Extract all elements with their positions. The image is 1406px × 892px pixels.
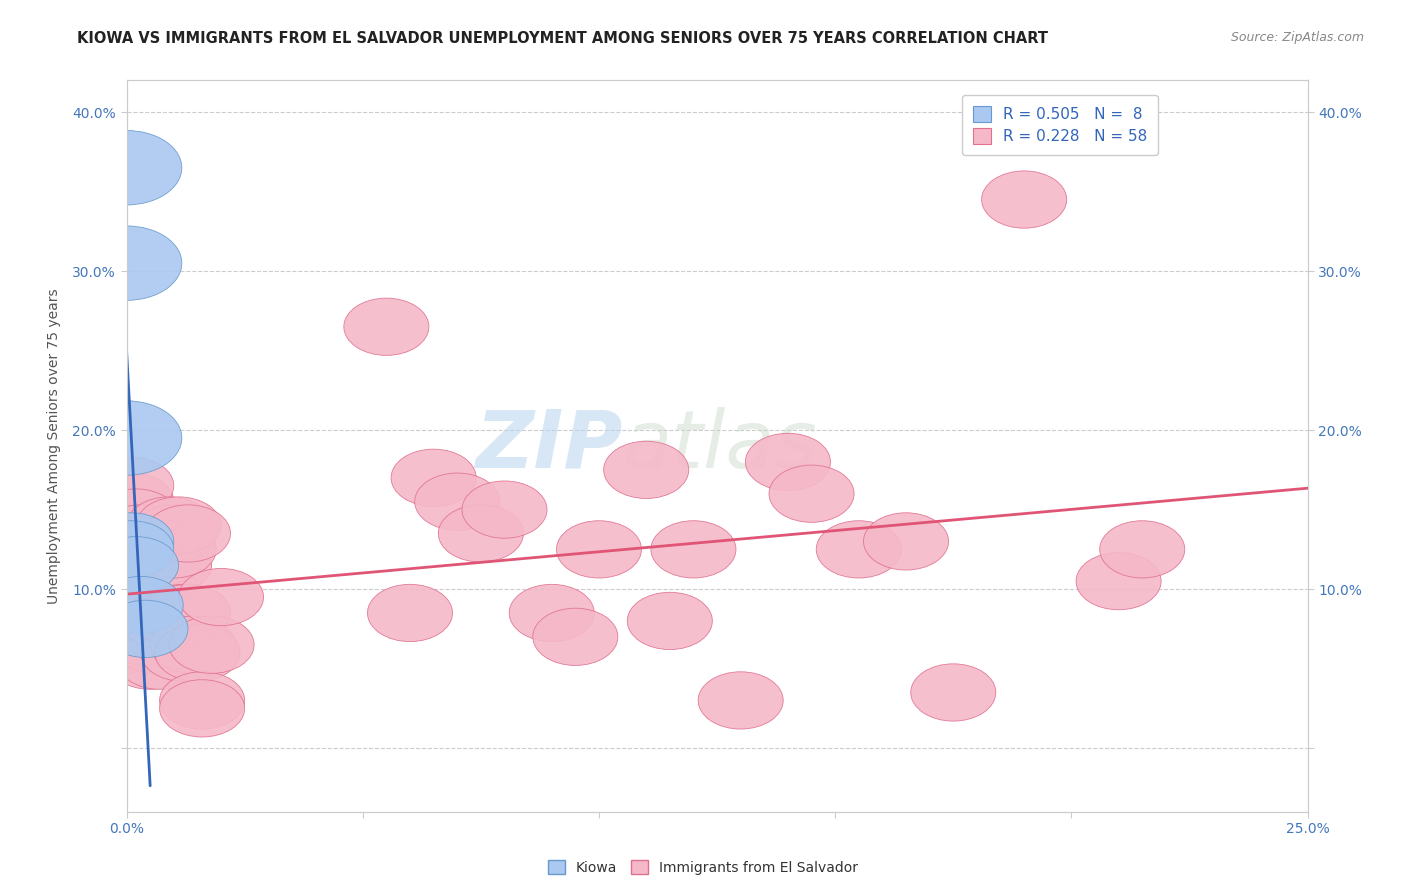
Ellipse shape xyxy=(981,171,1067,228)
Legend: R = 0.505   N =  8, R = 0.228   N = 58: R = 0.505 N = 8, R = 0.228 N = 58 xyxy=(962,95,1159,154)
Ellipse shape xyxy=(84,600,169,657)
Ellipse shape xyxy=(72,130,181,205)
Ellipse shape xyxy=(533,608,617,665)
Ellipse shape xyxy=(627,592,713,649)
Ellipse shape xyxy=(415,473,499,530)
Text: ZIP: ZIP xyxy=(475,407,623,485)
Ellipse shape xyxy=(103,608,188,665)
Text: KIOWA VS IMMIGRANTS FROM EL SALVADOR UNEMPLOYMENT AMONG SENIORS OVER 75 YEARS CO: KIOWA VS IMMIGRANTS FROM EL SALVADOR UNE… xyxy=(77,31,1049,46)
Ellipse shape xyxy=(136,497,221,554)
Ellipse shape xyxy=(391,450,477,507)
Ellipse shape xyxy=(112,616,197,673)
Ellipse shape xyxy=(89,457,174,515)
Ellipse shape xyxy=(769,465,853,523)
Ellipse shape xyxy=(699,672,783,729)
Ellipse shape xyxy=(93,537,179,594)
Ellipse shape xyxy=(141,584,226,641)
Ellipse shape xyxy=(108,584,193,641)
Ellipse shape xyxy=(141,624,226,681)
Ellipse shape xyxy=(179,568,263,625)
Ellipse shape xyxy=(98,576,183,633)
Ellipse shape xyxy=(863,513,949,570)
Ellipse shape xyxy=(127,537,211,594)
Ellipse shape xyxy=(103,600,188,657)
Ellipse shape xyxy=(1099,521,1185,578)
Ellipse shape xyxy=(1076,552,1161,610)
Y-axis label: Unemployment Among Seniors over 75 years: Unemployment Among Seniors over 75 years xyxy=(48,288,60,604)
Ellipse shape xyxy=(131,521,217,578)
Ellipse shape xyxy=(117,632,202,690)
Ellipse shape xyxy=(103,592,188,649)
Ellipse shape xyxy=(89,473,174,530)
Ellipse shape xyxy=(117,529,202,586)
Ellipse shape xyxy=(136,592,221,649)
Ellipse shape xyxy=(745,434,831,491)
Ellipse shape xyxy=(117,521,202,578)
Text: atlas: atlas xyxy=(623,407,817,485)
Ellipse shape xyxy=(98,521,183,578)
Ellipse shape xyxy=(122,592,207,649)
Ellipse shape xyxy=(651,521,735,578)
Ellipse shape xyxy=(160,680,245,737)
Ellipse shape xyxy=(89,521,174,578)
Ellipse shape xyxy=(93,489,179,546)
Legend: Kiowa, Immigrants from El Salvador: Kiowa, Immigrants from El Salvador xyxy=(543,855,863,880)
Ellipse shape xyxy=(84,584,169,641)
Ellipse shape xyxy=(89,513,174,570)
Ellipse shape xyxy=(127,497,211,554)
Ellipse shape xyxy=(367,584,453,641)
Ellipse shape xyxy=(108,632,193,690)
Ellipse shape xyxy=(439,505,523,562)
Ellipse shape xyxy=(150,616,235,673)
Ellipse shape xyxy=(72,226,181,301)
Ellipse shape xyxy=(603,442,689,499)
Ellipse shape xyxy=(103,537,188,594)
Ellipse shape xyxy=(817,521,901,578)
Ellipse shape xyxy=(145,505,231,562)
Ellipse shape xyxy=(108,600,193,657)
Text: Source: ZipAtlas.com: Source: ZipAtlas.com xyxy=(1230,31,1364,45)
Ellipse shape xyxy=(160,672,245,729)
Ellipse shape xyxy=(344,298,429,355)
Ellipse shape xyxy=(509,584,595,641)
Ellipse shape xyxy=(145,584,231,641)
Ellipse shape xyxy=(112,560,197,618)
Ellipse shape xyxy=(911,664,995,721)
Ellipse shape xyxy=(131,505,217,562)
Ellipse shape xyxy=(93,552,179,610)
Ellipse shape xyxy=(72,401,181,475)
Ellipse shape xyxy=(557,521,641,578)
Ellipse shape xyxy=(169,616,254,673)
Ellipse shape xyxy=(155,624,240,681)
Ellipse shape xyxy=(84,616,169,673)
Ellipse shape xyxy=(98,505,183,562)
Ellipse shape xyxy=(463,481,547,538)
